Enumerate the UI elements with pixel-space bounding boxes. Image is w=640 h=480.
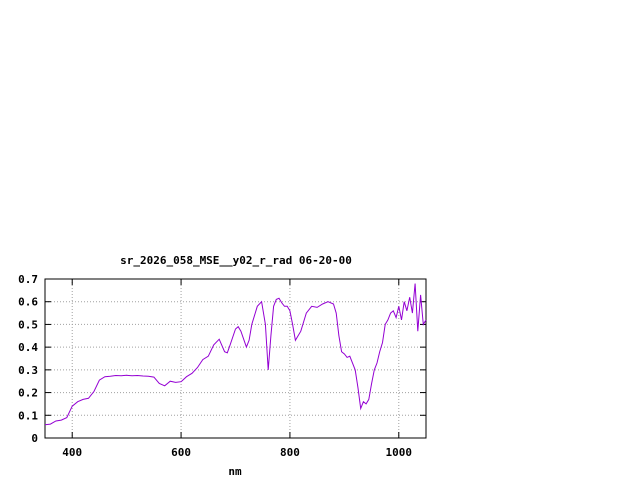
- x-tick-label: 600: [171, 446, 191, 459]
- x-tick-label: 400: [62, 446, 82, 459]
- y-tick-label: 0.7: [18, 273, 38, 286]
- y-tick-label: 0.6: [18, 296, 38, 309]
- x-tick-label: 1000: [386, 446, 413, 459]
- y-tick-label: 0: [31, 432, 38, 445]
- axis-ticks: [45, 278, 426, 439]
- y-tick-label: 0.5: [18, 318, 38, 331]
- x-tick-label: 800: [280, 446, 300, 459]
- grid: [45, 279, 426, 438]
- y-tick-label: 0.1: [18, 409, 38, 422]
- y-tick-label: 0.2: [18, 387, 38, 400]
- chart-title: sr_2026_058_MSE__y02_r_rad 06-20-00: [120, 254, 352, 267]
- x-axis-label: nm: [228, 465, 242, 478]
- y-tick-label: 0.3: [18, 364, 38, 377]
- plot-frame: [44, 278, 427, 439]
- tick-labels: 0 0.1 0.2 0.3 0.4 0.5 0.6 0.7 400 600 800 1000: [18, 273, 412, 459]
- series-line: [44, 283, 427, 426]
- y-tick-label: 0.4: [18, 341, 38, 354]
